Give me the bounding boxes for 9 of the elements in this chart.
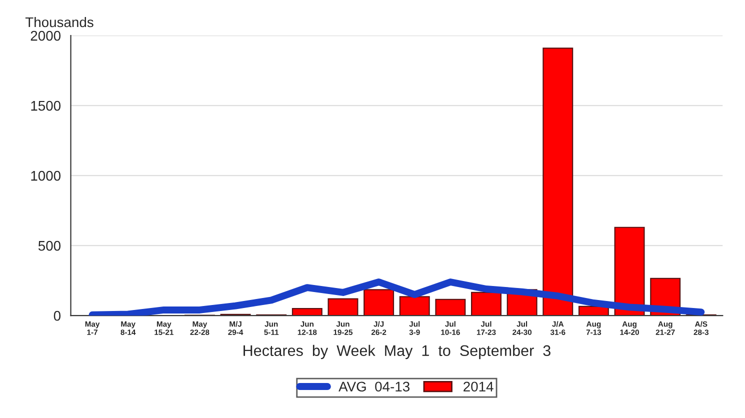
- legend-label: AVG 04-13: [338, 382, 410, 392]
- y-tick-label: 1000: [31, 170, 61, 181]
- y-tick-label: 500: [38, 240, 61, 251]
- legend-label: 2014: [464, 382, 494, 392]
- y-tick-label: 0: [54, 310, 61, 321]
- y-tick-label: 1500: [31, 100, 61, 111]
- y-axis-title: Thousands: [25, 16, 94, 28]
- x-axis-title: Hectares by Week May 1 to September 3: [244, 344, 550, 360]
- y-tick-label: 2000: [30, 30, 61, 41]
